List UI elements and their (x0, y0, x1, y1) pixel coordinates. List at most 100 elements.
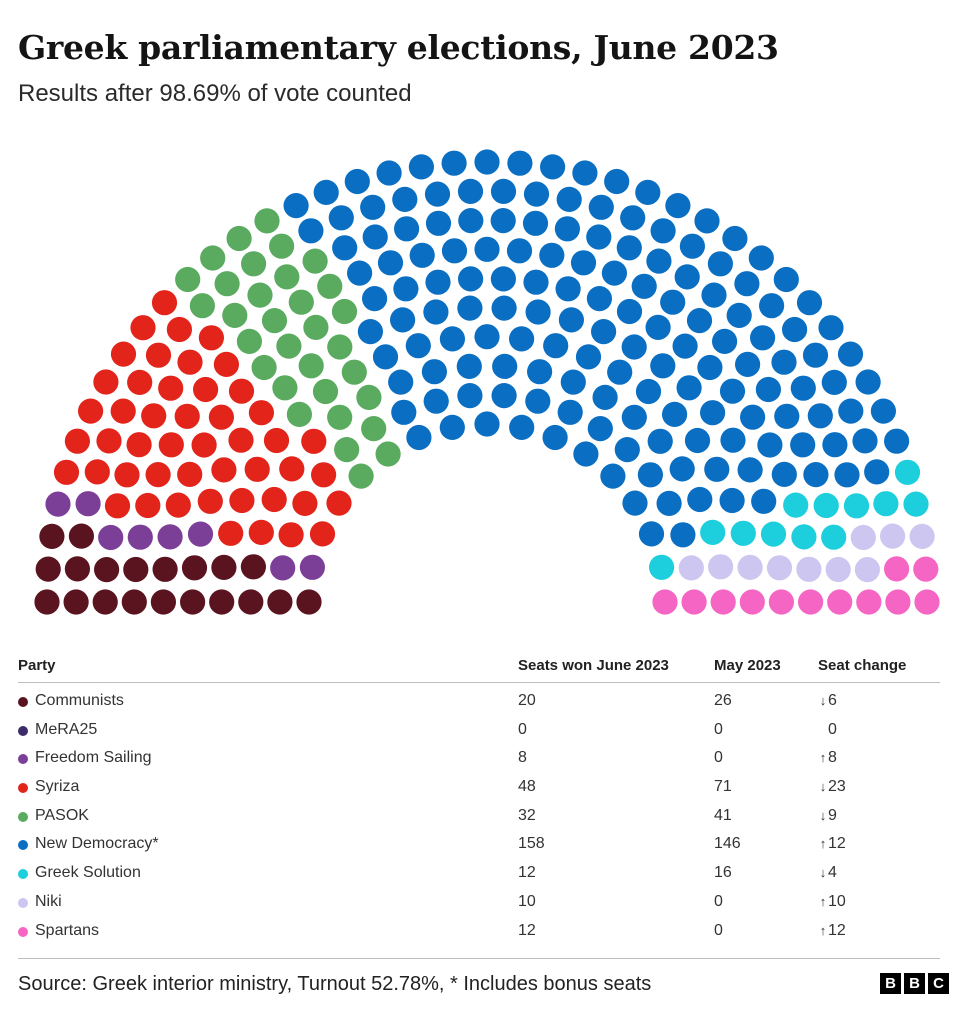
seat-dot (34, 589, 60, 615)
seat-dot (53, 459, 80, 485)
seat-dot (187, 521, 214, 547)
seat-dot (180, 589, 206, 615)
seat-change-value: 12 (828, 921, 846, 939)
seat-dot (790, 432, 816, 458)
seat-dot (852, 428, 878, 454)
seat-dot (209, 589, 235, 615)
seat-dot (697, 354, 723, 381)
seat-dot (525, 299, 551, 325)
seat-dot (96, 428, 122, 454)
seat-dot (523, 269, 549, 295)
seat-dot (614, 437, 640, 463)
seat-dot (864, 459, 890, 485)
seat-dot (796, 290, 823, 316)
party-name: New Democracy* (35, 835, 159, 853)
seat-dot (423, 299, 449, 325)
seat-dot (616, 298, 643, 325)
seats-june: 12 (518, 921, 536, 939)
seat-dot (357, 319, 383, 345)
seat-dot (621, 334, 647, 360)
party-color-dot (18, 869, 28, 880)
seat-dot (884, 556, 910, 582)
seat-dot (509, 414, 535, 440)
seat-dot (261, 308, 288, 334)
seat-dot (591, 319, 617, 345)
seat-dot (525, 388, 551, 414)
seat-dot (175, 266, 201, 293)
header-seat-change: Seat change (818, 657, 907, 674)
seat-dot (193, 376, 219, 403)
seat-dot (189, 293, 215, 319)
table-row: Greek Solution 12 16 ↓ 4 (18, 858, 940, 887)
footer-divider (18, 958, 940, 959)
logo-letter: B (880, 973, 901, 994)
seat-dot (439, 414, 465, 440)
seat-dot (301, 428, 327, 454)
seat-dot (303, 314, 329, 340)
seat-dot (600, 463, 626, 489)
party-color-dot (18, 811, 28, 822)
seat-dot (720, 427, 746, 453)
seat-dot (270, 555, 296, 581)
seat-dot (244, 456, 270, 482)
seat-dot (127, 369, 153, 395)
party-color-dot (18, 840, 28, 851)
seat-dot (247, 282, 273, 308)
header-party: Party (18, 657, 56, 674)
change-arrow-icon: ↓ (819, 807, 827, 823)
seat-dot (458, 208, 484, 234)
seat-dot (121, 589, 147, 615)
seat-dot (821, 524, 847, 550)
seat-dot (586, 224, 612, 250)
seat-dot (63, 589, 89, 615)
seat-dot (757, 432, 783, 458)
seat-dot (441, 238, 468, 264)
seat-dot (759, 293, 785, 319)
seat-dot (474, 149, 500, 175)
seat-dot (141, 403, 167, 429)
seats-may: 146 (714, 835, 741, 853)
seat-dot (283, 193, 309, 219)
seat-dot (631, 273, 657, 299)
source-note: Source: Greek interior ministry, Turnout… (18, 973, 652, 995)
seat-dot (84, 459, 110, 485)
seat-dot (372, 344, 399, 370)
seats-may: 0 (714, 921, 723, 939)
seat-dot (726, 302, 752, 328)
seat-dot (783, 492, 809, 518)
results-table: Party Seats won June 2023 May 2023 Seat … (18, 650, 940, 944)
seat-dot (638, 521, 665, 547)
table-row: MeRA25 0 0 0 (18, 715, 940, 744)
seat-change: ↓ 23 (818, 778, 846, 796)
seat-change: ↓ 4 (818, 864, 837, 882)
seat-dot (145, 462, 171, 488)
party-name: Syriza (35, 778, 80, 796)
seat-dot (607, 359, 633, 385)
seat-dot (755, 376, 782, 403)
seat-dot (327, 404, 353, 430)
seat-dot (98, 524, 124, 551)
seat-dot (870, 398, 897, 424)
seat-dot (678, 555, 704, 581)
table-row: Niki 10 0 ↑ 10 (18, 887, 940, 916)
seat-dot (110, 341, 137, 367)
seat-dot (276, 333, 302, 359)
seat-dot (490, 266, 516, 292)
seat-dot (68, 523, 94, 549)
seats-may: 0 (714, 749, 723, 767)
table-row: Freedom Sailing 8 0 ↑ 8 (18, 743, 940, 772)
seat-dot (457, 295, 483, 321)
seat-dot (35, 556, 61, 582)
party-name: Freedom Sailing (35, 749, 152, 767)
seat-dot (311, 462, 337, 488)
seat-change-value: 9 (828, 806, 837, 824)
seat-dot (64, 428, 90, 454)
seat-dot (218, 520, 244, 546)
seat-dot (39, 523, 65, 550)
seat-dot (302, 248, 328, 274)
seat-dot (700, 400, 726, 426)
seat-change-value: 23 (828, 778, 846, 796)
seat-dot (572, 160, 598, 186)
seat-dot (818, 315, 844, 341)
seat-dot (388, 369, 414, 395)
